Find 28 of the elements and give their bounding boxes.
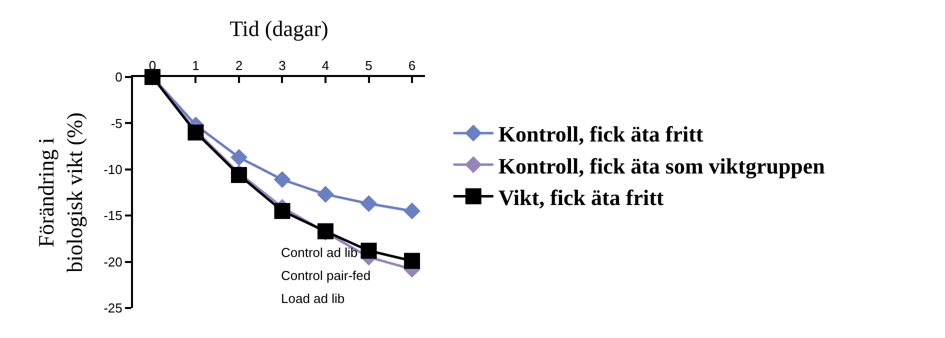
y-tick-label: 0 — [115, 70, 122, 85]
x-tick-label: 1 — [192, 58, 200, 73]
y-tick-label: -5 — [110, 116, 122, 131]
point — [404, 202, 420, 220]
point — [360, 195, 378, 212]
annotation: Control ad lib — [281, 245, 358, 260]
point — [404, 252, 420, 269]
y-axis-title: Förändring i biologisk vikt (%) — [33, 112, 87, 273]
y-tick-label: -25 — [104, 300, 122, 316]
point — [230, 148, 248, 166]
legend-label: Kontroll, fick äta som viktgruppen — [498, 153, 825, 178]
x-axis-title: Tid (dagar) — [230, 16, 328, 42]
annotation: Load ad lib — [281, 291, 345, 306]
y-tick-label: -15 — [104, 208, 122, 224]
x-tick-label: 4 — [322, 58, 330, 73]
point — [274, 202, 290, 219]
annotation: Control pair-fed — [281, 268, 371, 283]
x-tick-label: 3 — [278, 58, 286, 73]
x-tick-label: 2 — [235, 58, 243, 73]
point — [360, 242, 377, 259]
x-tick-label: 6 — [408, 58, 416, 73]
point — [317, 186, 334, 203]
point — [274, 171, 291, 188]
y-tick-label: -20 — [104, 254, 122, 270]
legend-label: Vikt, fick äta fritt — [498, 184, 664, 210]
legend-label: Kontroll, fick äta fritt — [498, 122, 704, 147]
x-tick-label: 5 — [365, 58, 372, 73]
y-tick-label: -10 — [104, 162, 122, 177]
